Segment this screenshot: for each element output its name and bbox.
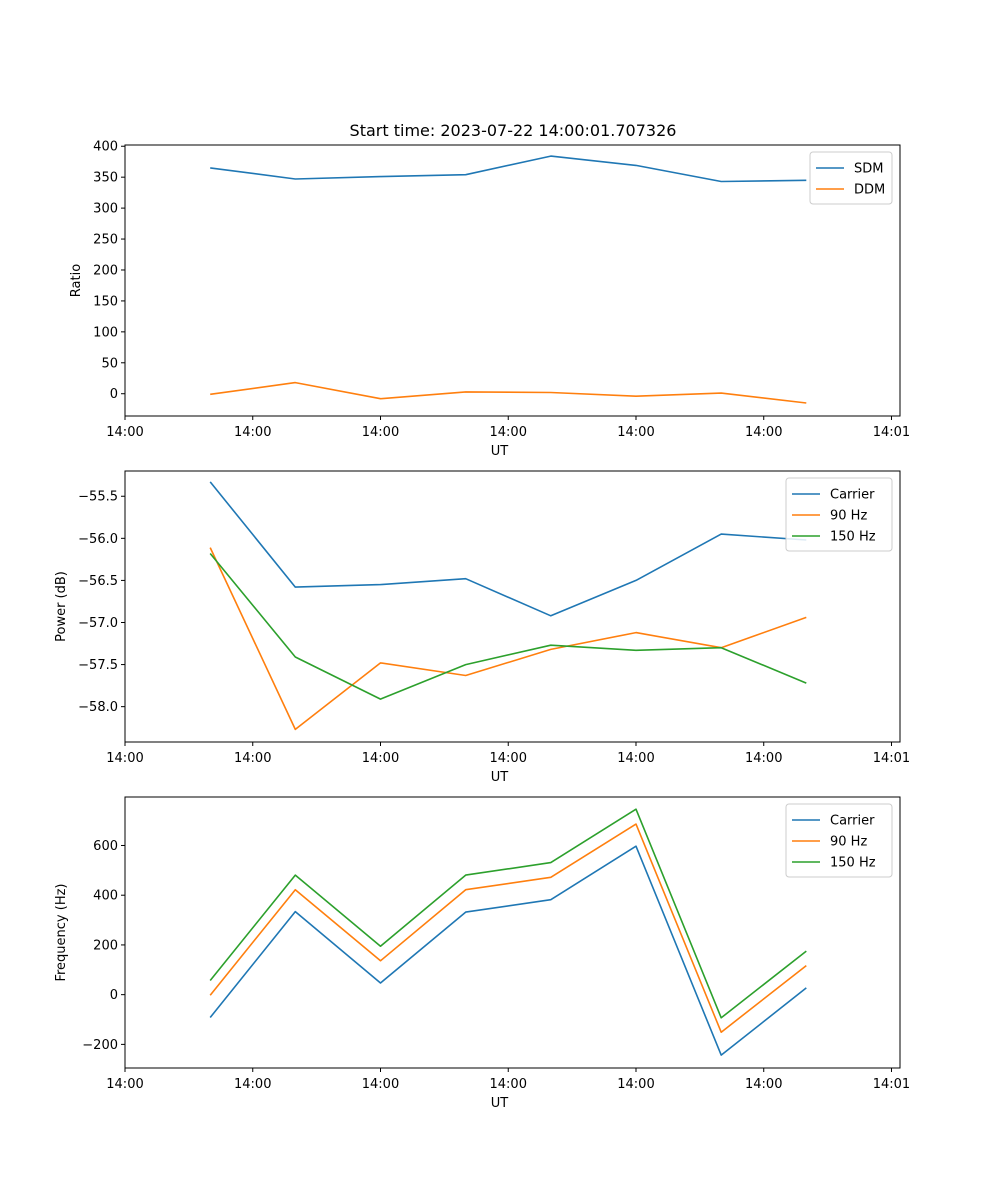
legend-box — [785, 477, 893, 552]
x-tick-label: 14:00 — [234, 751, 271, 766]
series-line-90-hz — [209, 547, 807, 731]
x-tick-label: 14:00 — [490, 751, 527, 766]
chart-panel-1: 14:00 14:00 14:00 14:00 14:00 14:00 14:01 0 50 10… — [69, 140, 910, 459]
y-tick-label: 0 — [110, 988, 118, 1003]
y-tick-label: −57.0 — [78, 616, 118, 631]
legend: Carrier 90 Hz 150 Hz — [785, 803, 893, 878]
series-line-carrier — [209, 481, 807, 617]
x-tick-label: 14:00 — [617, 425, 654, 440]
x-tick-label: 14:00 — [490, 1077, 527, 1092]
chart-panel-2: 14:00 14:00 14:00 14:00 14:00 14:00 14:01 −55.5… — [54, 470, 910, 785]
chart-panel-3: 14:00 14:00 14:00 14:00 14:00 14:00 14:01 −200 0… — [54, 796, 910, 1111]
legend-entry: SDM — [854, 162, 883, 177]
y-tick-label: 300 — [93, 202, 118, 217]
y-axis-label: Frequency (Hz) — [54, 883, 69, 981]
legend-box — [785, 803, 893, 878]
panels: 14:00 14:00 14:00 14:00 14:00 14:00 14:01 0 50 10… — [54, 140, 910, 1111]
series-line-sdm — [210, 155, 807, 183]
axes-frame — [124, 796, 901, 1069]
y-tick-label: 50 — [101, 356, 118, 371]
y-tick-label: −56.5 — [78, 574, 118, 589]
y-tick-label: 400 — [93, 889, 118, 904]
y-tick-label: −200 — [82, 1038, 118, 1053]
x-axis-label: UT — [491, 770, 509, 785]
x-tick-label: 14:00 — [106, 751, 143, 766]
legend-entry: Carrier — [830, 814, 875, 829]
x-tick-label: 14:00 — [362, 425, 399, 440]
x-tick-label: 14:01 — [873, 425, 910, 440]
x-tick-label: 14:00 — [106, 1077, 143, 1092]
legend-entry: 150 Hz — [830, 856, 876, 871]
x-tick-label: 14:00 — [745, 1077, 782, 1092]
y-tick-label: 200 — [93, 938, 118, 953]
y-axis-label: Power (dB) — [54, 571, 69, 642]
series-line-carrier — [209, 845, 807, 1056]
series-line-150-hz — [209, 808, 807, 1019]
x-tick-label: 14:00 — [362, 1077, 399, 1092]
y-tick-label: 100 — [93, 325, 118, 340]
x-tick-label: 14:00 — [234, 1077, 271, 1092]
legend: Carrier 90 Hz 150 Hz — [785, 477, 893, 552]
y-tick-label: 200 — [93, 263, 118, 278]
x-tick-label: 14:00 — [745, 751, 782, 766]
x-tick-label: 14:00 — [617, 1077, 654, 1092]
y-tick-label: 150 — [93, 294, 118, 309]
y-tick-label: −57.5 — [78, 658, 118, 673]
x-tick-label: 14:00 — [106, 425, 143, 440]
x-axis-label: UT — [491, 444, 509, 459]
axes-frame — [124, 470, 901, 743]
legend-entry: Carrier — [830, 488, 875, 503]
x-tick-label: 14:00 — [490, 425, 527, 440]
y-tick-label: 600 — [93, 839, 118, 854]
series-line-90-hz — [209, 823, 807, 1033]
x-tick-label: 14:00 — [362, 751, 399, 766]
x-axis-label: UT — [491, 1096, 509, 1111]
legend: SDM DDM — [809, 151, 893, 205]
y-tick-label: −56.0 — [78, 532, 118, 547]
y-tick-label: −58.0 — [78, 700, 118, 715]
x-tick-label: 14:00 — [617, 751, 654, 766]
y-tick-label: −55.5 — [78, 490, 118, 505]
y-tick-label: 400 — [93, 140, 118, 155]
figure-title: Start time: 2023-07-22 14:00:01.707326 — [350, 121, 677, 140]
series-line-150-hz — [209, 552, 807, 700]
legend-entry: 90 Hz — [830, 835, 867, 850]
x-tick-label: 14:01 — [873, 1077, 910, 1092]
axes-frame — [124, 144, 901, 417]
series-line-ddm — [210, 381, 807, 404]
legend-entry: 150 Hz — [830, 530, 876, 545]
y-tick-label: 250 — [93, 233, 118, 248]
legend-entry: DDM — [854, 183, 885, 198]
y-axis-label: Ratio — [69, 264, 84, 297]
legend-entry: 90 Hz — [830, 509, 867, 524]
y-tick-label: 0 — [110, 387, 118, 402]
x-tick-label: 14:00 — [234, 425, 271, 440]
y-tick-label: 350 — [93, 171, 118, 186]
x-tick-label: 14:01 — [873, 751, 910, 766]
x-tick-label: 14:00 — [745, 425, 782, 440]
legend-box — [809, 151, 893, 205]
